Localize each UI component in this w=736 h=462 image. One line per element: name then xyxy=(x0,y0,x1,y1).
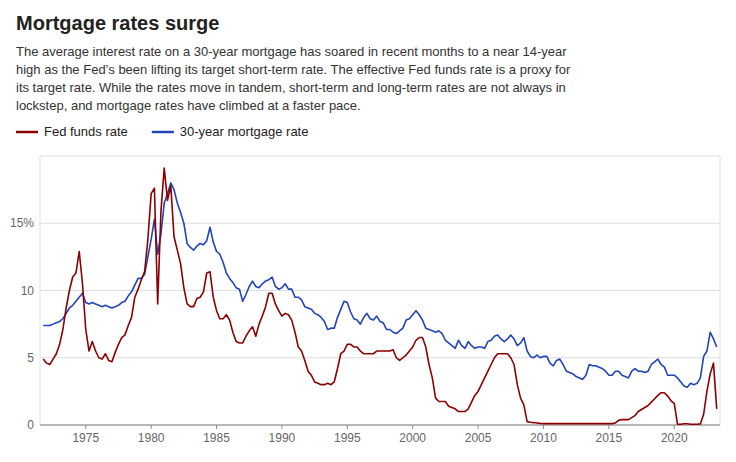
x-tick-label: 1995 xyxy=(334,431,361,445)
x-tick xyxy=(85,425,86,429)
grid-line xyxy=(40,223,720,224)
x-tick-label: 1975 xyxy=(72,431,99,445)
y-tick-label: 15% xyxy=(10,216,34,230)
legend-label: 30-year mortgage rate xyxy=(180,124,309,139)
x-axis: 1975 1980 1985 1990 1995 2000 2005 2010 2015 2020 xyxy=(40,425,720,445)
y-tick-label: 10 xyxy=(21,284,35,298)
chart: Mortgage rates surge The average interest… xyxy=(0,0,736,462)
legend-label: Fed funds rate xyxy=(44,124,128,139)
title: Mortgage rates surge xyxy=(16,12,219,34)
x-tick xyxy=(608,425,609,429)
subtitle: its target rate. While the rates move in… xyxy=(16,80,566,95)
x-tick-label: 2005 xyxy=(465,431,492,445)
series-line xyxy=(43,183,716,387)
y-tick-label: 0 xyxy=(27,418,34,432)
page: {"chart_data": { "type": "line", "title"… xyxy=(0,0,736,462)
x-tick xyxy=(151,425,152,429)
legend-swatch xyxy=(152,131,174,134)
x-tick xyxy=(216,425,217,429)
series-group xyxy=(43,168,716,424)
x-tick-label: 1980 xyxy=(138,431,165,445)
x-tick xyxy=(478,425,479,429)
x-tick-label: 1990 xyxy=(269,431,296,445)
x-tick xyxy=(412,425,413,429)
x-tick xyxy=(347,425,348,429)
subtitle: high as the Fed’s been lifting its targe… xyxy=(16,62,571,77)
series-line xyxy=(43,168,716,424)
subtitle: The average interest rate on a 30-year m… xyxy=(16,44,567,59)
x-axis-line xyxy=(40,425,720,426)
plot-frame xyxy=(40,156,720,425)
x-tick xyxy=(543,425,544,429)
y-axis: 0 5 10 15% xyxy=(10,216,720,432)
grid-line xyxy=(40,290,720,291)
y-tick-label: 5 xyxy=(27,351,34,365)
x-tick-label: 2010 xyxy=(530,431,557,445)
grid-line xyxy=(40,425,720,426)
legend: Fed funds rate 30-year mortgage rate xyxy=(16,124,308,139)
x-tick-label: 2015 xyxy=(595,431,622,445)
legend-swatch xyxy=(16,131,38,134)
grid-line xyxy=(40,357,720,358)
x-tick xyxy=(674,425,675,429)
x-tick-label: 2000 xyxy=(399,431,426,445)
x-tick xyxy=(281,425,282,429)
x-tick-label: 2020 xyxy=(661,431,688,445)
subtitle: lockstep, and mortgage rates have climbe… xyxy=(16,98,361,113)
x-tick-label: 1985 xyxy=(203,431,230,445)
